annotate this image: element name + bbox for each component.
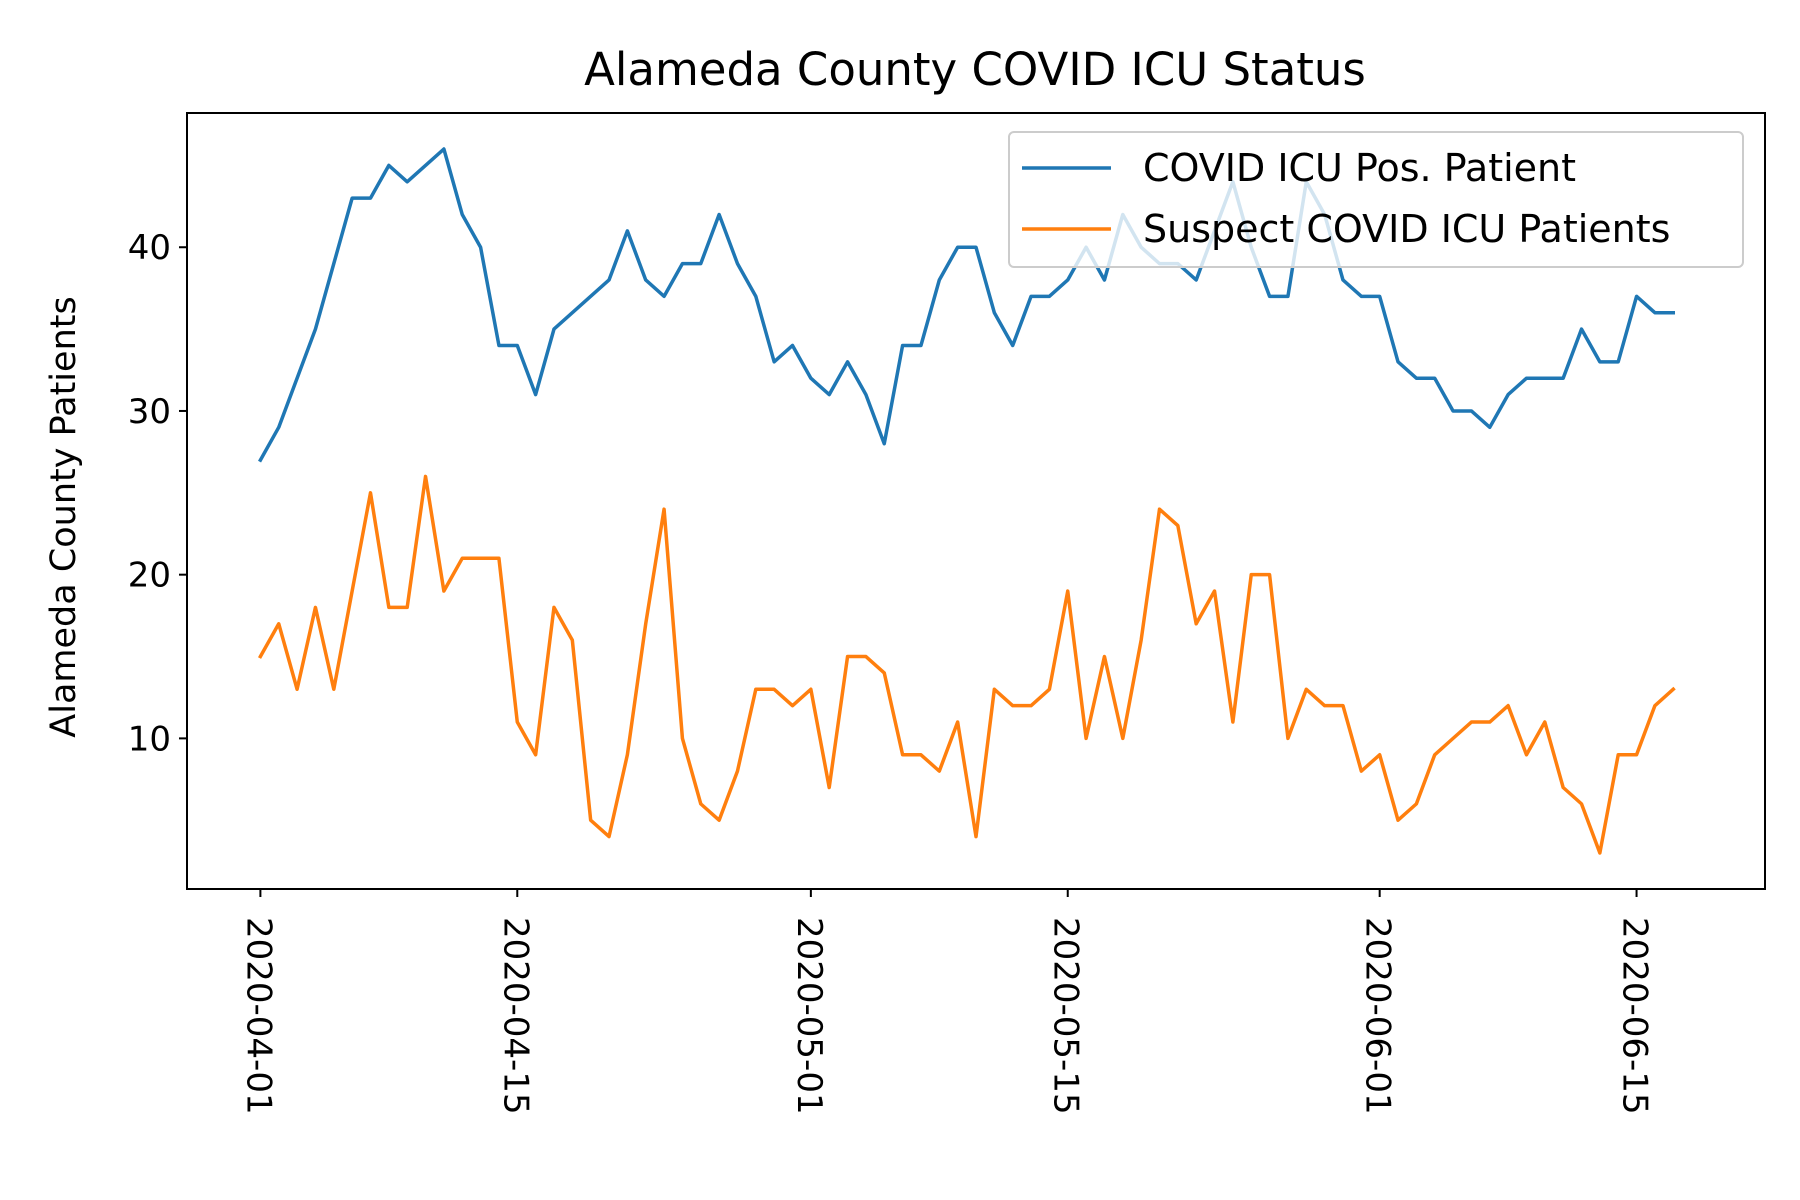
x-tick-label: 2020-06-15: [1615, 917, 1655, 1115]
y-tick-label: 20: [128, 556, 171, 596]
x-tick-label: 2020-05-01: [789, 917, 829, 1115]
y-axis-label: Alameda County Patients: [44, 296, 84, 737]
legend: COVID ICU Pos. Patient Suspect COVID ICU …: [1008, 131, 1744, 268]
x-tick-label: 2020-04-01: [238, 917, 278, 1115]
y-tick-label: 10: [128, 719, 171, 759]
legend-label-2: Suspect COVID ICU Patients: [1143, 207, 1670, 251]
series-line-2: [258, 474, 1676, 855]
axes: 10 20 30 40 2020-04-01 2020-04-15 2020-05-01 20…: [128, 112, 1766, 1115]
y-tick-label: 30: [128, 392, 171, 432]
series-layer: [258, 147, 1676, 855]
chart-title: Alameda County COVID ICU Status: [584, 43, 1366, 96]
x-tick-label: 2020-06-01: [1358, 917, 1398, 1115]
x-tick-label: 2020-05-15: [1046, 917, 1086, 1115]
plot-frame: [186, 112, 1766, 890]
legend-label-1: COVID ICU Pos. Patient: [1143, 146, 1576, 190]
x-tick-label: 2020-04-15: [495, 917, 535, 1115]
series-line-1: [258, 147, 1676, 463]
y-tick-label: 40: [128, 228, 171, 268]
legend-box: [1008, 131, 1744, 268]
